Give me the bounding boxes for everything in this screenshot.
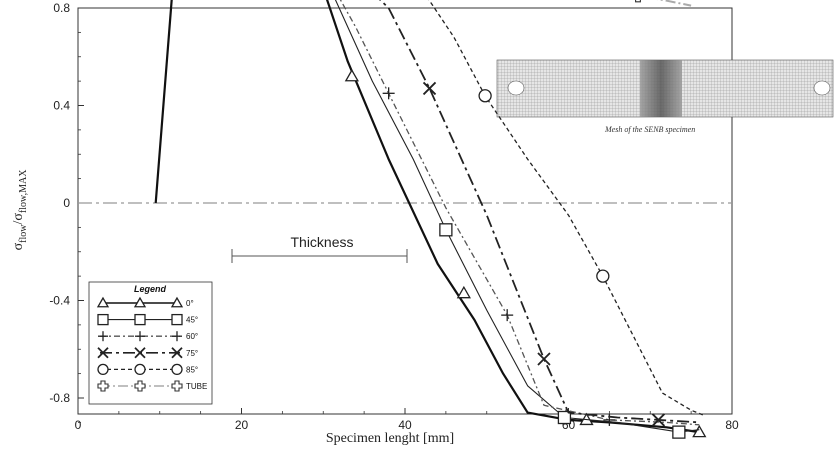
data-point-marker	[557, 410, 572, 425]
data-point-marker	[344, 68, 359, 82]
series-line	[339, 0, 700, 426]
legend-marker	[96, 296, 110, 308]
x-tick-label: 40	[398, 418, 412, 432]
legend-entry: TUBE	[97, 380, 207, 392]
mesh-hole-right	[813, 80, 831, 96]
axes: 0 20 40 60 800.80.40-0.4-0.8	[49, 1, 739, 432]
data-point-marker	[651, 413, 666, 427]
legend-marker	[134, 347, 146, 359]
x-axis-label: Specimen lenght [mm]	[326, 431, 454, 446]
thickness-annotation: Thickness	[231, 234, 408, 263]
series-5	[635, 0, 692, 7]
y-tick-label: 0	[63, 196, 70, 210]
legend-marker	[134, 380, 146, 392]
series-line	[334, 0, 700, 433]
series-line	[379, 0, 700, 424]
legend-label: 85°	[186, 365, 198, 374]
y-tick-label: 0.8	[53, 1, 70, 15]
x-tick-label: 20	[235, 418, 249, 432]
legend-marker	[97, 313, 109, 326]
legend-marker	[171, 363, 183, 376]
data-point-marker	[382, 87, 395, 100]
data-point-marker	[635, 0, 641, 3]
data-point-marker	[422, 81, 437, 96]
data-point-marker	[537, 352, 551, 366]
data-point-marker	[439, 223, 453, 237]
y-tick-label: -0.4	[49, 294, 70, 308]
mesh-hole-left	[507, 80, 525, 96]
legend-marker	[97, 363, 109, 376]
legend-label: 75°	[186, 349, 198, 358]
legend-entry: 85°	[97, 363, 198, 376]
data-point-marker	[672, 425, 686, 439]
series-3	[379, 0, 700, 427]
legend-entry: 60°	[98, 331, 198, 342]
series-2	[339, 0, 700, 426]
legend-label: 0°	[186, 299, 194, 308]
legend-marker	[170, 296, 184, 308]
data-point-marker	[603, 413, 616, 426]
data-point-marker	[596, 269, 610, 283]
legend-marker	[97, 380, 109, 392]
legend-marker	[172, 331, 182, 342]
legend-marker	[171, 347, 183, 359]
legend-marker	[98, 331, 108, 342]
thickness-label: Thickness	[290, 234, 353, 250]
legend-marker	[133, 296, 147, 308]
legend-entry: 0°	[96, 296, 194, 308]
data-point-marker	[456, 285, 471, 299]
series-0	[154, 0, 707, 438]
legend-entry: 75°	[97, 347, 198, 359]
data-point-marker	[501, 309, 514, 322]
series-layer	[154, 0, 707, 439]
x-tick-label: 0	[75, 418, 82, 432]
x-tick-label: 80	[725, 418, 739, 432]
legend-marker	[171, 380, 183, 392]
legend: Legend 0° 45° 60° 75° 85° TUBE	[88, 281, 213, 405]
legend-marker	[135, 331, 145, 342]
legend-label: 45°	[186, 316, 198, 325]
data-point-marker	[692, 424, 707, 438]
series-1	[334, 0, 700, 439]
inset-caption: Mesh of the SENB specimen	[604, 125, 695, 134]
data-point-marker	[478, 89, 492, 103]
y-axis-label: σflow/σflow,MAX	[11, 169, 29, 251]
y-tick-label: 0.4	[53, 99, 70, 113]
legend-marker	[134, 363, 146, 376]
legend-marker	[171, 313, 183, 326]
legend-label: TUBE	[186, 382, 207, 391]
legend-title: Legend	[134, 284, 167, 294]
mesh-notch-region	[640, 60, 682, 117]
legend-marker	[134, 313, 146, 326]
series-4	[428, 0, 704, 416]
legend-marker	[97, 347, 109, 359]
mesh-inset: Mesh of the SENB specimen	[496, 59, 834, 134]
legend-entry: 45°	[97, 313, 198, 326]
legend-label: 60°	[186, 332, 198, 341]
series-line	[428, 0, 704, 416]
y-tick-label: -0.8	[49, 391, 70, 405]
